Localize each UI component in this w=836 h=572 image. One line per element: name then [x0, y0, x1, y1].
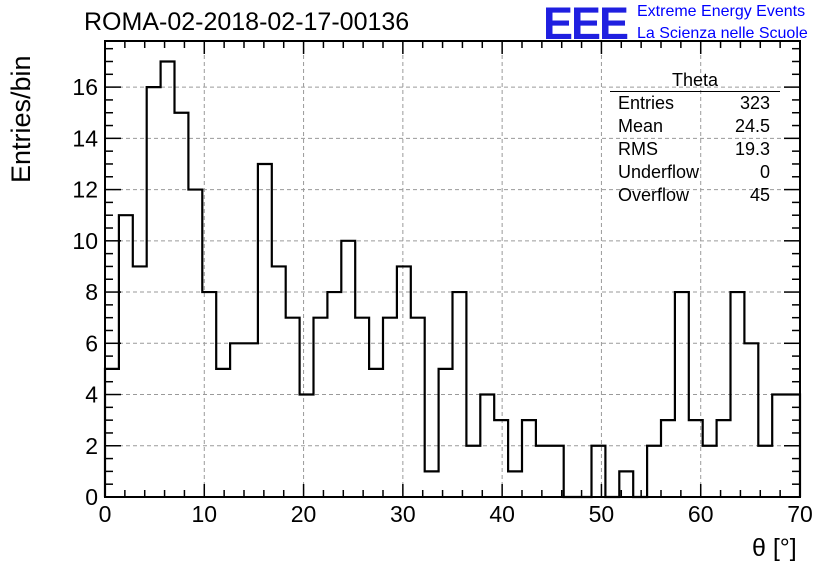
stats-value: 0 — [759, 162, 770, 182]
stats-value: 323 — [739, 93, 770, 113]
stats-title: Theta — [610, 70, 780, 92]
logo-line-1: Extreme Energy Events — [637, 3, 806, 20]
y-tick-label: 16 — [72, 74, 98, 100]
stats-box: Theta Entries 323 Mean 24.5 RMS 19.3 Und… — [608, 70, 780, 207]
x-tick-label: 20 — [291, 501, 317, 527]
x-tick-label: 70 — [787, 501, 813, 527]
stats-value: 19.3 — [734, 139, 770, 159]
eee-logo: EEE — [543, 0, 629, 49]
x-tick-label: 10 — [191, 501, 217, 527]
y-tick-label: 10 — [72, 228, 98, 254]
stats-value: 24.5 — [734, 116, 770, 136]
axis-ticks — [104, 41, 801, 498]
y-tick-label: 8 — [85, 279, 98, 305]
stats-label: Underflow — [618, 162, 700, 182]
y-tick-label: 4 — [85, 382, 98, 408]
y-tick-label: 14 — [72, 125, 98, 151]
x-tick-label: 40 — [489, 501, 515, 527]
logo-line-2: La Scienza nelle Scuole — [637, 25, 808, 42]
y-tick-label: 12 — [72, 177, 98, 203]
stats-label: Overflow — [618, 185, 690, 205]
x-tick-label: 60 — [688, 501, 714, 527]
grid-lines — [105, 41, 800, 497]
stats-row-mean: Mean 24.5 — [608, 115, 780, 138]
x-tick-label: 30 — [390, 501, 416, 527]
x-axis-label: θ [°] — [752, 534, 797, 562]
stats-row-overflow: Overflow 45 — [608, 184, 780, 207]
axis-tick-labels: 0 10 20 30 40 50 60 70 0 2 4 6 8 10 12 14 16 — [72, 74, 812, 527]
stats-label: Mean — [618, 116, 664, 136]
stats-row-rms: RMS 19.3 — [608, 138, 780, 161]
y-axis-label: Entries/bin — [6, 55, 36, 183]
stats-label: RMS — [618, 139, 658, 159]
stats-value: 45 — [749, 185, 770, 205]
chart-title: ROMA-02-2018-02-17-00136 — [84, 8, 410, 36]
plot-frame — [104, 40, 801, 498]
stats-row-entries: Entries 323 — [608, 92, 780, 115]
y-tick-label: 0 — [85, 484, 98, 510]
stats-row-underflow: Underflow 0 — [608, 161, 780, 184]
x-tick-label: 0 — [99, 501, 112, 527]
stats-label: Entries — [618, 93, 675, 113]
y-tick-label: 2 — [85, 433, 98, 459]
histogram-series — [103, 60, 802, 499]
x-tick-label: 50 — [589, 501, 615, 527]
y-tick-label: 6 — [85, 330, 98, 356]
